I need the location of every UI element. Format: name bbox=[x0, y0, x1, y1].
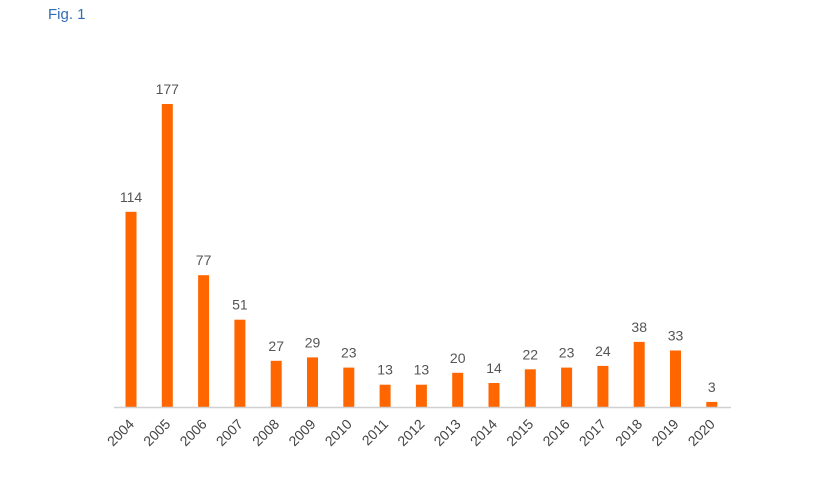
bar-2015 bbox=[524, 369, 536, 407]
value-label-2012: 13 bbox=[414, 362, 430, 378]
x-tick-label-2007: 2007 bbox=[213, 416, 246, 449]
x-tick-label-2010: 2010 bbox=[322, 416, 355, 449]
x-tick-label-2016: 2016 bbox=[539, 416, 572, 449]
x-tick-label-2009: 2009 bbox=[285, 416, 318, 449]
value-label-2005: 177 bbox=[156, 81, 180, 97]
x-tick-label-2014: 2014 bbox=[467, 416, 500, 449]
value-label-2018: 38 bbox=[631, 319, 647, 335]
bar-2006 bbox=[198, 275, 210, 407]
x-tick-label-2019: 2019 bbox=[648, 416, 681, 449]
bar-2004 bbox=[125, 211, 137, 407]
x-tick-label-2018: 2018 bbox=[612, 416, 645, 449]
bar-2009 bbox=[307, 357, 318, 407]
bar-2011 bbox=[379, 384, 391, 407]
value-label-2016: 23 bbox=[559, 345, 575, 361]
bar-2010 bbox=[343, 367, 355, 407]
value-label-2013: 20 bbox=[450, 350, 466, 366]
x-tick-label-2006: 2006 bbox=[176, 416, 209, 449]
bar-2016 bbox=[561, 367, 573, 407]
x-tick-label-2020: 2020 bbox=[685, 416, 718, 449]
x-tick-label-2015: 2015 bbox=[503, 416, 536, 449]
value-label-2011: 13 bbox=[377, 362, 393, 378]
bar-2017 bbox=[597, 365, 609, 407]
value-label-2007: 51 bbox=[232, 297, 248, 313]
bars-group bbox=[125, 104, 718, 407]
figure-label: Fig. 1 bbox=[48, 6, 86, 23]
bar-2020 bbox=[706, 401, 718, 407]
x-tick-label-2005: 2005 bbox=[140, 416, 173, 449]
x-tick-label-2004: 2004 bbox=[104, 416, 137, 449]
x-tick-label-2017: 2017 bbox=[576, 416, 609, 449]
bar-2014 bbox=[488, 383, 500, 407]
value-label-2014: 14 bbox=[486, 360, 502, 376]
value-label-2015: 22 bbox=[523, 346, 539, 362]
bar-2008 bbox=[270, 360, 282, 407]
bar-2012 bbox=[415, 384, 427, 407]
x-tick-label-2008: 2008 bbox=[249, 416, 282, 449]
bar-2005 bbox=[161, 104, 173, 407]
bar-2019 bbox=[670, 350, 681, 407]
value-label-2008: 27 bbox=[268, 338, 284, 354]
bar-2013 bbox=[452, 372, 464, 407]
x-tick-labels-group: 2004 2005 2006 2007 2008 2009 2010 2011 2012 2013… bbox=[104, 416, 718, 449]
bar-2018 bbox=[633, 341, 645, 407]
x-tick-label-2011: 2011 bbox=[359, 416, 392, 449]
value-label-2017: 24 bbox=[595, 343, 611, 359]
x-tick-label-2012: 2012 bbox=[394, 416, 427, 449]
value-label-2004: 114 bbox=[120, 189, 143, 205]
value-label-2019: 33 bbox=[668, 328, 684, 344]
bar-2007 bbox=[234, 319, 246, 407]
value-label-2009: 29 bbox=[305, 334, 321, 350]
value-label-2020: 3 bbox=[708, 379, 716, 395]
value-label-2006: 77 bbox=[196, 252, 212, 268]
value-label-2010: 23 bbox=[341, 345, 357, 361]
x-tick-label-2013: 2013 bbox=[430, 416, 463, 449]
